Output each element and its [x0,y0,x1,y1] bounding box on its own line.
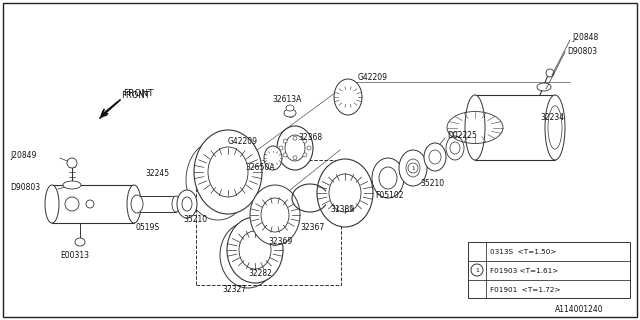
Ellipse shape [379,167,397,189]
Text: D90803: D90803 [10,183,40,193]
Ellipse shape [182,197,192,211]
Ellipse shape [67,158,77,168]
Ellipse shape [372,158,404,198]
Ellipse shape [446,136,464,160]
Ellipse shape [277,126,313,170]
Ellipse shape [317,159,373,227]
Ellipse shape [177,190,197,218]
Ellipse shape [286,105,294,111]
Ellipse shape [424,143,446,171]
Ellipse shape [545,95,565,160]
Text: 32282: 32282 [248,268,272,277]
Ellipse shape [399,150,427,186]
Ellipse shape [65,197,79,211]
Ellipse shape [194,130,262,214]
Ellipse shape [250,185,300,245]
Ellipse shape [75,238,85,246]
Ellipse shape [334,79,362,115]
Text: A114001240: A114001240 [555,306,604,315]
Text: FRONT: FRONT [121,91,150,100]
Ellipse shape [283,153,287,157]
Bar [52,185,134,223]
Circle shape [471,264,483,276]
Text: 31389: 31389 [330,205,354,214]
Ellipse shape [429,150,441,164]
Text: J20849: J20849 [10,151,36,161]
Text: F01903 <T=1.61>: F01903 <T=1.61> [490,268,558,274]
Bar [136,196,176,212]
Ellipse shape [307,146,311,150]
Bar [475,95,555,160]
Ellipse shape [45,185,59,223]
Text: 0519S: 0519S [135,222,159,231]
Ellipse shape [227,217,283,283]
Ellipse shape [261,198,289,232]
Ellipse shape [264,146,282,170]
Text: F05102: F05102 [375,191,403,201]
Ellipse shape [186,140,250,220]
Text: 32367: 32367 [300,223,324,233]
Ellipse shape [293,156,297,160]
Text: D02225: D02225 [447,132,477,140]
Text: 32245: 32245 [145,169,169,178]
Text: 32368: 32368 [298,133,322,142]
Text: 35210: 35210 [183,215,207,225]
Ellipse shape [406,159,420,177]
Ellipse shape [285,135,305,161]
Text: 32613A: 32613A [272,95,301,105]
Ellipse shape [303,153,307,157]
Ellipse shape [283,139,287,143]
Text: J20848: J20848 [572,34,598,43]
Text: F01901  <T=1.72>: F01901 <T=1.72> [490,287,561,293]
Text: D90803: D90803 [567,46,597,55]
Text: G42209: G42209 [228,138,258,147]
Ellipse shape [132,196,140,212]
Ellipse shape [208,147,248,197]
Ellipse shape [279,146,283,150]
Ellipse shape [450,142,460,154]
Text: 1: 1 [412,165,415,171]
Ellipse shape [220,222,276,288]
Text: 32234: 32234 [540,114,564,123]
Ellipse shape [548,106,562,149]
Ellipse shape [172,196,180,212]
Ellipse shape [86,200,94,208]
Bar [468,242,630,298]
Ellipse shape [329,174,361,212]
Text: 35210: 35210 [420,179,444,188]
Text: 0313S  <T=1.50>: 0313S <T=1.50> [490,249,557,255]
Text: G42209: G42209 [358,74,388,83]
Ellipse shape [284,109,296,117]
Ellipse shape [408,163,418,173]
Ellipse shape [465,95,485,160]
Bar [196,160,341,285]
Ellipse shape [303,139,307,143]
Ellipse shape [293,136,297,140]
Text: FRONT: FRONT [123,89,154,98]
Ellipse shape [239,231,271,269]
Ellipse shape [127,185,141,223]
Text: 32327: 32327 [222,285,246,294]
Ellipse shape [537,83,551,91]
Ellipse shape [546,69,554,77]
Text: 1: 1 [475,268,479,273]
Text: E00313: E00313 [60,251,89,260]
Ellipse shape [131,195,143,213]
Text: 32369: 32369 [268,237,292,246]
Text: 32650A: 32650A [245,164,275,172]
Ellipse shape [63,181,81,189]
